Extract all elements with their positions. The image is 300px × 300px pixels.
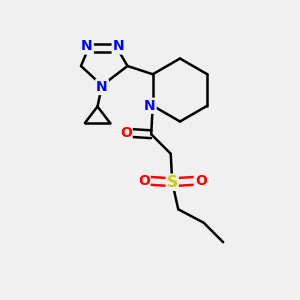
Text: N: N bbox=[144, 99, 155, 113]
Text: N: N bbox=[96, 80, 108, 94]
Text: N: N bbox=[113, 40, 124, 53]
Text: O: O bbox=[120, 126, 132, 140]
Text: O: O bbox=[138, 174, 150, 188]
Text: N: N bbox=[81, 40, 93, 53]
Text: O: O bbox=[195, 174, 207, 188]
Text: S: S bbox=[167, 175, 178, 190]
